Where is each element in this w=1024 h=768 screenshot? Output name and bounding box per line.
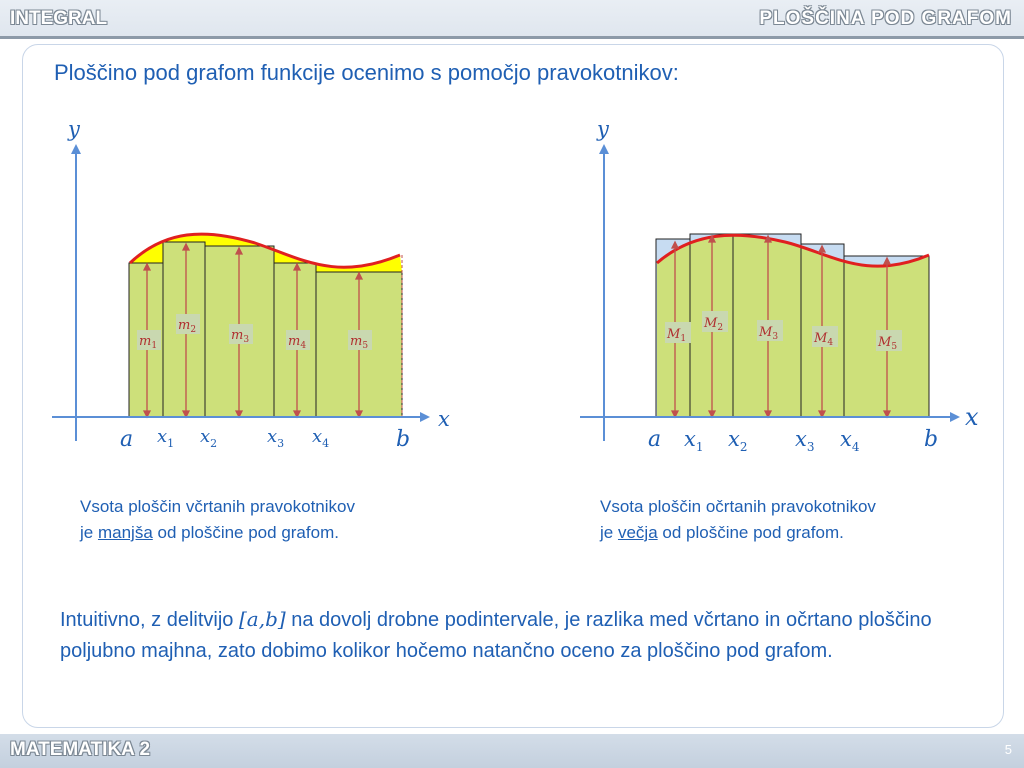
title-bar-divider bbox=[0, 36, 1024, 39]
label-a: a bbox=[120, 427, 133, 452]
height-label-boxes bbox=[137, 314, 372, 350]
left-caption-line2: je manjša od ploščine pod grafom. bbox=[80, 523, 339, 542]
course-title: MATEMATIKA 2 bbox=[10, 739, 151, 760]
label-m5: m5 bbox=[350, 334, 368, 351]
intro-text: Ploščino pod grafom funkcije ocenimo s p… bbox=[54, 60, 679, 85]
label-b: b bbox=[396, 427, 410, 452]
right-caption: Vsota ploščin očrtanih pravokotnikov je … bbox=[600, 494, 876, 546]
label-b-right: b bbox=[924, 427, 938, 452]
label-x4: x4 bbox=[312, 426, 329, 450]
interval-math: [a,b] bbox=[238, 607, 286, 631]
label-x2: x2 bbox=[200, 426, 217, 450]
label-x1-right: x1 bbox=[684, 427, 703, 454]
label-x3-right: x3 bbox=[795, 427, 814, 454]
title-bar: INTEGRAL PLOŠČINA POD GRAFOM bbox=[0, 0, 1024, 39]
height-label-boxes-right bbox=[665, 311, 902, 351]
y-axis-label-right: y bbox=[596, 117, 610, 141]
label-a-right: a bbox=[648, 427, 661, 452]
label-m2: m2 bbox=[178, 318, 196, 335]
label-M3: M3 bbox=[758, 325, 778, 342]
left-caption-emphasis: manjša bbox=[97, 523, 153, 542]
y-axis-arrow-icon bbox=[71, 144, 81, 154]
function-curve-right bbox=[656, 233, 930, 268]
right-caption-line2: je večja od ploščine pod grafom. bbox=[600, 523, 844, 542]
label-m1: m1 bbox=[139, 334, 157, 351]
right-caption-line1: Vsota ploščin očrtanih pravokotnikov bbox=[600, 497, 876, 516]
label-x4-right: x4 bbox=[840, 427, 860, 454]
right-caption-emphasis: večja bbox=[617, 523, 658, 542]
function-curve bbox=[128, 232, 401, 269]
left-caption: Vsota ploščin včrtanih pravokotnikov je … bbox=[80, 494, 355, 546]
footer-bar: MATEMATIKA 2 5 bbox=[0, 734, 1024, 768]
label-x3: x3 bbox=[267, 426, 284, 450]
label-M4: M4 bbox=[813, 331, 833, 348]
y-axis-label: y bbox=[67, 117, 81, 141]
area-under-curve bbox=[657, 235, 929, 417]
conclusion-text: Intuitivno, z delitvijo [a,b] na dovolj … bbox=[60, 607, 932, 662]
x-axis-arrow-icon bbox=[420, 412, 430, 422]
x-axis-label-right: x bbox=[965, 403, 979, 431]
gap-area bbox=[130, 234, 402, 272]
x-axis-label: x bbox=[438, 407, 450, 431]
x-axis-arrow-right-icon bbox=[950, 412, 960, 422]
label-m4: m4 bbox=[288, 334, 306, 351]
section-title: INTEGRAL bbox=[10, 8, 108, 29]
label-m3: m3 bbox=[231, 328, 249, 345]
y-axis-arrow-right-icon bbox=[599, 144, 609, 154]
left-caption-line1: Vsota ploščin včrtanih pravokotnikov bbox=[80, 497, 355, 516]
slide-title: PLOŠČINA POD GRAFOM bbox=[759, 8, 1012, 29]
label-M1: M1 bbox=[666, 327, 686, 344]
label-M5: M5 bbox=[877, 335, 897, 352]
label-M2: M2 bbox=[703, 316, 723, 333]
label-x1: x1 bbox=[157, 426, 174, 450]
label-x2-right: x2 bbox=[728, 427, 747, 454]
page-number: 5 bbox=[1004, 742, 1012, 757]
